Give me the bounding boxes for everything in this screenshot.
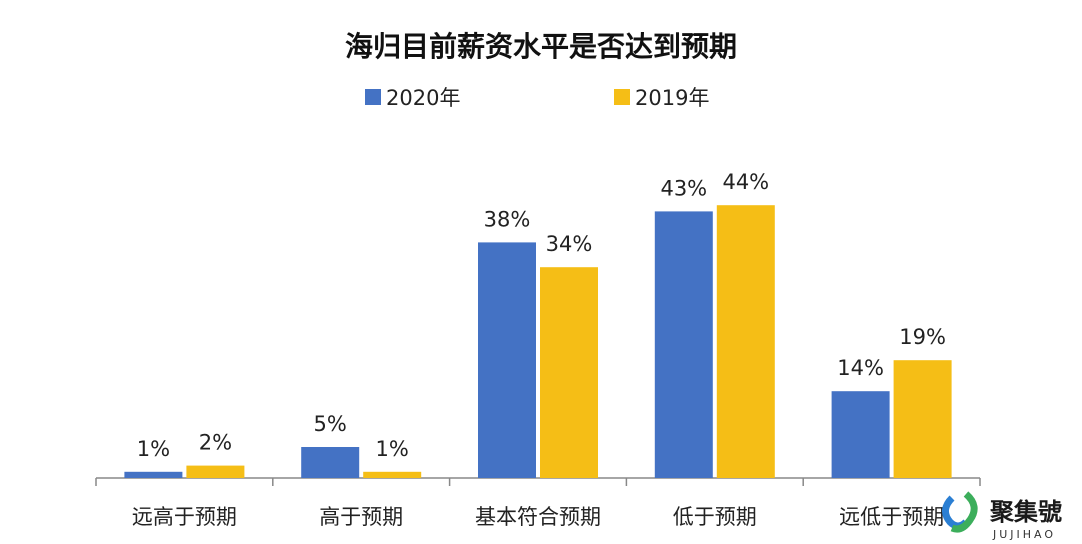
data-label-2019: 34% [546,232,593,256]
bar-2019 [540,267,598,478]
legend-swatch-2019 [614,89,630,105]
x-tick-label: 高于预期 [319,505,403,529]
data-label-2019: 1% [376,437,409,461]
data-label-2020: 5% [314,412,347,436]
bar-2020 [301,447,360,478]
x-tick-label: 基本符合预期 [475,505,601,529]
watermark: 聚集號 JUJIHAO [942,491,1062,541]
x-tick-label: 远高于预期 [132,505,237,529]
watermark-name: 聚集號 [989,497,1062,526]
legend-label-2019: 2019年 [635,86,709,110]
bar-2019 [893,360,952,478]
legend-swatch-2020 [365,89,381,105]
bar-2019 [363,471,422,478]
data-label-2019: 2% [199,431,232,455]
bar-2020 [654,211,713,478]
data-label-2020: 43% [660,176,707,200]
bar-2020 [831,391,890,478]
jujihao-logo-icon [942,491,978,533]
plot-area: 远高于预期 1% 2% 高于预期 5% 1% 基本符合预期 38% 34% 低于预期 43% 44% 远… [95,170,981,529]
data-label-2019: 44% [722,170,769,194]
bar-2019 [716,205,775,478]
legend: 2020年 2019年 [365,86,709,110]
data-label-2020: 38% [484,207,531,231]
bar-2020 [124,471,183,478]
x-tick-label: 低于预期 [673,505,757,529]
watermark-sub: JUJIHAO [992,528,1056,541]
data-label-2019: 19% [899,325,946,349]
bar-2020 [478,242,536,478]
data-label-2020: 1% [137,437,170,461]
chart-title: 海归目前薪资水平是否达到预期 [345,30,737,63]
bar-2019 [186,465,245,478]
legend-label-2020: 2020年 [386,86,460,110]
x-tick-label: 远低于预期 [839,505,944,529]
data-label-2020: 14% [837,356,884,380]
